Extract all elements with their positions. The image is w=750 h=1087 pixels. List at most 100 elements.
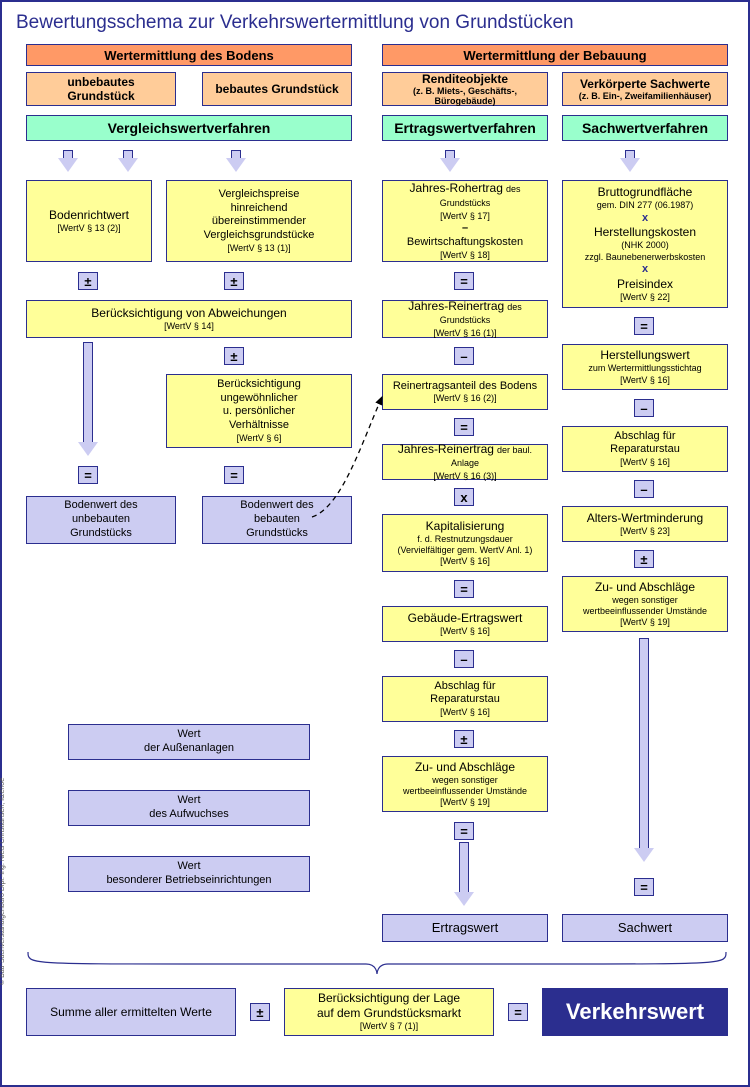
t: Bodenrichtwert [49,208,129,223]
s: gem. DIN 277 (06.1987) [597,200,694,211]
l2: unbebauten [72,513,130,527]
arrow-long-r [634,638,654,862]
op-eq-c4: = [454,822,474,840]
t: Verkörperte Sachwerte [580,77,710,91]
reinanteil: Reinertragsanteil des Bodens [WertV § 16… [382,374,548,410]
l2: ungewöhnlicher [220,392,297,406]
hdr-bebauung: Wertermittlung der Bebauung [382,44,728,66]
t2: Herstellungskosten [594,225,696,240]
r: [WertV § 16] [440,626,490,637]
bodenrichtwert: Bodenrichtwert [WertV § 13 (2)] [26,180,152,262]
brace [26,950,728,976]
r: [WertV § 16] [620,457,670,468]
r: [WertV § 6] [237,433,282,444]
vergleichspreise: Vergleichspreise hinreichend übereinstim… [166,180,352,262]
x1: x [642,212,648,226]
arrow-long1 [78,342,98,456]
r: [WertV § 17] [440,211,490,222]
op-pm-c1: ± [454,730,474,748]
t: Zu- und Abschläge [595,580,695,595]
r: [WertV § 16 (3)] [433,471,496,482]
l1: Bodenwert des [64,499,137,513]
arrow-a5 [620,150,640,172]
r: [WertV § 16 (2)] [433,393,496,404]
op-eq-c2: = [454,418,474,436]
arrow-a1 [58,150,78,172]
hdr-boden: Wertermittlung des Bodens [26,44,352,66]
hdr-sachwerte: Verkörperte Sachwerte (z. B. Ein-, Zweif… [562,72,728,106]
dashed-arrow [302,392,387,522]
kapitalisierung: Kapitalisierung f. d. Restnutzungsdauer … [382,514,548,572]
l1: Abschlag für [614,430,675,444]
gebaeude-ertragswert: Gebäude-Ertragswert [WertV § 16] [382,606,548,642]
l3: Grundstücks [70,527,132,541]
alters: Alters-Wertminderung [WertV § 23] [562,506,728,542]
t: unbebautes Grundstück [33,75,169,103]
page-title: Bewertungsschema zur Verkehrswertermittl… [2,2,748,40]
op-eq-c1: = [454,272,474,290]
l1: Wert [177,860,200,874]
arrow-a4 [440,150,460,172]
t: Gebäude-Ertragswert [408,611,523,626]
l3: u. persönlicher [223,405,295,419]
op-eq-l2: = [224,466,244,484]
r2: [WertV § 18] [440,250,490,261]
t: Renditeobjekte [422,72,508,86]
l4: Verhältnisse [229,419,289,433]
hdr-bebaut: bebautes Grundstück [202,72,352,106]
t: bebautes Grundstück [215,82,338,96]
reinertrag: Jahres-Reinertrag des Grundstücks [WertV… [382,300,548,338]
r: [WertV § 16] [620,375,670,386]
s: zum Wertermittlungsstichtag [588,363,701,374]
l3: übereinstimmender [212,215,306,229]
t: Alters-Wertminderung [587,511,703,526]
l1: Wert [177,794,200,808]
m: – [462,222,468,236]
credit: © Bau-Sachverständigenbüro Dipl.-Ing. Ni… [0,778,6,985]
r: [WertV § 19] [620,617,670,628]
t: Herstellungswert [600,348,689,363]
op-pm3: ± [224,347,244,365]
s2: (Vervielfältiger gem. WertV Anl. 1) [398,545,533,556]
r: [WertV § 16 (1)] [433,328,496,339]
zuab-ertrag: Zu- und Abschläge wegen sonstiger wertbe… [382,756,548,812]
s: (z. B. Ein-, Zweifamilienhäuser) [579,91,712,101]
bodenwert-unbebaut: Bodenwert des unbebauten Grundstücks [26,496,176,544]
wert-aussenanlagen: Wert der Außenanlagen [68,724,310,760]
r: [WertV § 22] [620,292,670,303]
l3: Grundstücks [246,527,308,541]
l2: auf dem Grundstücksmarkt [317,1006,461,1021]
op-eq-l1: = [78,466,98,484]
herstellungswert: Herstellungswert zum Wertermittlungsstic… [562,344,728,390]
s2: wertbeeinflussender Umstände [583,606,707,617]
hdr-unbebaut: unbebautes Grundstück [26,72,176,106]
r: [WertV § 16] [440,556,490,567]
hdr-sach: Sachwertverfahren [562,115,728,141]
l2: bebauten [254,513,300,527]
reinertrag2: Jahres-Reinertrag der baul. Anlage [Wert… [382,444,548,480]
s1: wegen sonstiger [612,595,678,606]
t: Jahres-Reinertrag [398,442,494,456]
verkehrswert: Verkehrswert [542,988,728,1036]
r: [WertV § 13 (2)] [57,223,120,234]
rohertrag: Jahres-Rohertrag des Grundstücks [WertV … [382,180,548,262]
s2: zzgl. Baunebenerwerbskosten [585,252,706,263]
x2: x [642,263,648,277]
l2: Reparaturstau [610,443,680,457]
zuab-sach: Zu- und Abschläge wegen sonstiger wertbe… [562,576,728,632]
hdr-rendite: Renditeobjekte (z. B. Miets-, Geschäfts-… [382,72,548,106]
arrow-a2 [118,150,138,172]
lage: Berücksichtigung der Lage auf dem Grunds… [284,988,494,1036]
t: Bruttogrundfläche [598,185,693,200]
t2: Bewirtschaftungskosten [407,236,523,250]
summe: Summe aller ermittelten Werte [26,988,236,1036]
l1: Berücksichtigung [217,378,301,392]
op-pm-bot: ± [250,1003,270,1021]
l1: Vergleichspreise [219,188,300,202]
t: Jahres-Reinertrag [408,299,504,313]
wert-aufwuchs: Wert des Aufwuchses [68,790,310,826]
l4: Vergleichsgrundstücke [204,229,315,243]
op-minus-r2: – [634,480,654,498]
abschlag-sach: Abschlag für Reparaturstau [WertV § 16] [562,426,728,472]
op-eq-bot: = [508,1003,528,1021]
